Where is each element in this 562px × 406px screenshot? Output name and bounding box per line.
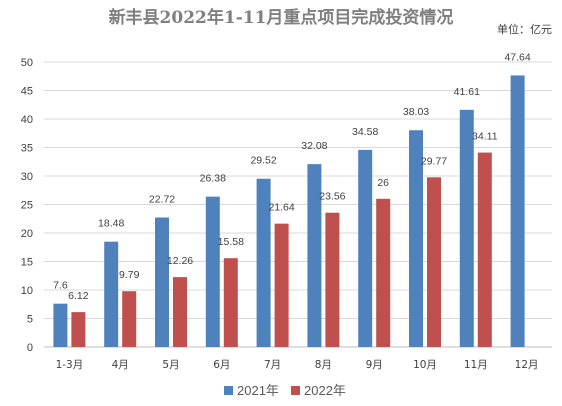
bar-2021 [409, 130, 423, 347]
legend: 2021年 2022年 [224, 383, 346, 398]
bar-2022 [376, 198, 391, 347]
data-label: 9.79 [119, 269, 140, 281]
bar-2021 [459, 109, 474, 347]
x-tick-label: 5月 [162, 359, 179, 371]
data-label: 26.38 [200, 173, 226, 185]
y-tick-label: 45 [21, 86, 33, 98]
legend-swatch-2021 [224, 386, 233, 395]
y-tick-label: 20 [21, 228, 33, 240]
legend-label: 2022年 [304, 383, 346, 398]
x-tick-label: 12月 [515, 359, 539, 371]
y-tick-label: 15 [21, 257, 33, 269]
bar-2021 [358, 149, 373, 347]
bar-2022 [71, 312, 86, 347]
x-tick-label: 4月 [112, 359, 129, 371]
data-label: 41.61 [454, 86, 480, 98]
x-axis: 1-3月 4月 5月 6月 7月 8月 9月 10月 11月 12月 [56, 359, 539, 371]
bar-2021 [256, 178, 271, 347]
y-tick-label: 0 [27, 342, 33, 354]
data-label: 12.26 [167, 255, 193, 267]
data-label: 29.52 [250, 155, 276, 167]
x-tick-label: 7月 [264, 359, 281, 371]
bar-2021 [205, 196, 220, 347]
bar-2022 [274, 223, 289, 347]
data-label: 26 [377, 177, 389, 189]
data-label: 6.12 [68, 290, 89, 302]
y-tick-label: 35 [21, 143, 33, 155]
bars: 7.66.12 18.48 9.79 22.72 12.26 26.38 15.58 29.5… [53, 51, 531, 348]
bar-2022 [477, 152, 492, 347]
y-tick-label: 40 [21, 114, 33, 126]
y-tick-label: 25 [21, 200, 33, 212]
legend-swatch-2022 [291, 386, 300, 395]
bar-2021 [104, 241, 119, 347]
legend-label: 2021年 [237, 383, 279, 398]
bar-2021 [53, 303, 68, 347]
bar-2021 [510, 75, 525, 348]
data-label: 18.48 [98, 218, 124, 230]
y-tick-label: 30 [21, 171, 33, 183]
chart-title: 新丰县2022年1-11月重点项目完成投资情况 [109, 7, 454, 28]
data-label: 34.58 [352, 126, 378, 138]
y-tick-label: 5 [27, 314, 33, 326]
bar-2021 [155, 217, 169, 347]
bar-2021 [307, 164, 322, 347]
y-tick-label: 50 [21, 57, 33, 69]
bar-2022 [325, 212, 340, 347]
x-tick-label: 8月 [315, 359, 332, 371]
bar-2022 [122, 291, 137, 347]
x-tick-label: 9月 [366, 359, 383, 371]
data-label: 38.03 [403, 106, 429, 118]
y-axis: 0 5 10 15 20 25 30 35 40 45 50 [21, 57, 33, 354]
data-label: 34.11 [472, 131, 498, 143]
x-tick-label: 6月 [213, 359, 230, 371]
data-label: 21.64 [268, 202, 294, 214]
data-label: 22.72 [149, 193, 175, 205]
grid [44, 61, 552, 348]
data-label: 23.56 [319, 191, 345, 203]
bar-2022 [427, 177, 441, 347]
y-tick-label: 10 [21, 285, 33, 297]
x-tick-label: 1-3月 [56, 359, 84, 371]
x-tick-label: 10月 [413, 359, 437, 371]
bar-2022 [223, 258, 238, 347]
data-label: 32.08 [301, 140, 327, 152]
data-label: 29.77 [421, 155, 447, 167]
data-label: 7.6 [53, 280, 68, 292]
bar-2022 [173, 277, 187, 347]
data-label: 47.64 [504, 51, 530, 63]
data-label: 15.58 [218, 236, 244, 248]
unit-label: 单位：亿元 [497, 22, 552, 36]
x-tick-label: 11月 [464, 359, 488, 371]
